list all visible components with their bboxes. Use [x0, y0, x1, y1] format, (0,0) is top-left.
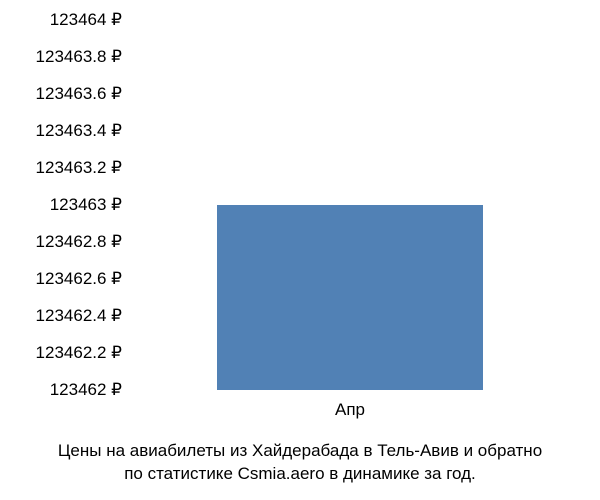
y-tick: 123463.4 ₽: [36, 121, 122, 141]
y-tick: 123463.2 ₽: [36, 158, 122, 178]
x-axis-label: Апр: [335, 400, 365, 420]
y-tick: 123464 ₽: [50, 10, 122, 30]
caption-line2: по статистике Csmia.aero в динамике за г…: [124, 464, 476, 483]
plot-area: Апр: [135, 20, 565, 390]
y-tick: 123463.6 ₽: [36, 84, 122, 104]
y-tick: 123462.4 ₽: [36, 306, 122, 326]
chart-caption: Цены на авиабилеты из Хайдерабада в Тель…: [0, 440, 600, 486]
y-tick: 123462 ₽: [50, 380, 122, 400]
y-axis: 123464 ₽ 123463.8 ₽ 123463.6 ₽ 123463.4 …: [0, 20, 130, 390]
y-tick: 123463.8 ₽: [36, 47, 122, 67]
chart-container: 123464 ₽ 123463.8 ₽ 123463.6 ₽ 123463.4 …: [0, 0, 600, 500]
y-tick: 123462.8 ₽: [36, 232, 122, 252]
y-tick: 123462.6 ₽: [36, 269, 122, 289]
y-tick: 123462.2 ₽: [36, 343, 122, 363]
y-tick: 123463 ₽: [50, 195, 122, 215]
bar-apr: [217, 205, 484, 390]
caption-line1: Цены на авиабилеты из Хайдерабада в Тель…: [58, 441, 542, 460]
